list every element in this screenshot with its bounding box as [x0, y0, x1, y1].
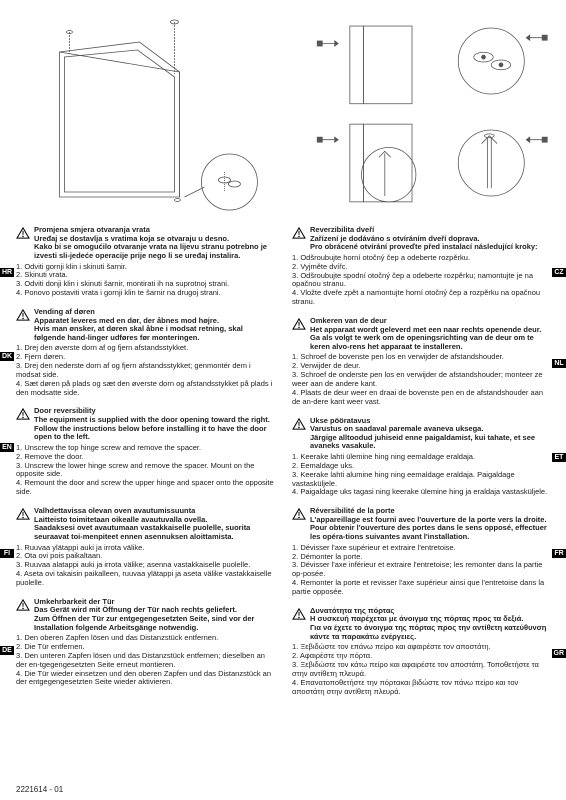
warning-header: Reverzibilita dveříZařízení je dodáváno … [292, 226, 550, 252]
warning-header: Vending af dørenApparatet leveres med en… [16, 308, 274, 343]
lang-block-gr: GRΔυνατότητα της πόρταςΗ συσκευή παρέχετ… [292, 607, 550, 697]
steps-list: 1. Drej den øverste dorn af og fjern afs… [16, 344, 274, 397]
instruction-columns: HRPromjena smjera otvaranja vrataUređaj … [16, 226, 550, 706]
main-diagram [16, 12, 303, 212]
step-item: 3. Den unteren Zapfen lösen und das Dist… [16, 652, 274, 670]
warning-header: Door reversibilityThe equipment is suppl… [16, 407, 274, 442]
warning-triangle-icon [16, 227, 30, 241]
warning-header: Umkehrbarkeit der TürDas Gerät wird mit … [16, 598, 274, 633]
warning-triangle-icon [292, 318, 306, 332]
header-text: Promjena smjera otvaranja vrataUređaj se… [34, 226, 274, 261]
lang-block-de: DEUmkehrbarkeit der TürDas Gerät wird mi… [16, 598, 274, 688]
steps-list: 1. Den oberen Zapfen lösen und das Dista… [16, 634, 274, 687]
diagram-area [16, 12, 550, 212]
warning-triangle-icon [292, 418, 306, 432]
step-item: 3. Keerake lahti alumine hing ning eemal… [292, 471, 550, 489]
warning-triangle-icon [16, 408, 30, 422]
steps-list: 1. Dévisser l'axe supérieur et extraire … [292, 544, 550, 597]
step-item: 3. Dévisser l'axe inférieur et extraire … [292, 561, 550, 579]
lang-block-nl: NLOmkeren van de deurHet apparaat wordt … [292, 317, 550, 407]
warning-header: Omkeren van de deurHet apparaat wordt ge… [292, 317, 550, 352]
steps-list: 1. Unscrew the top hinge screw and remov… [16, 444, 274, 497]
warning-header: Valhdettavissa olevan oven avautumissuun… [16, 507, 274, 542]
step-item: 4. Ponovo postaviti vrata i gornji klin … [16, 289, 274, 298]
header-text: Ukse pööratavusVarustus on saadaval pare… [310, 417, 550, 452]
header-text: Door reversibilityThe equipment is suppl… [34, 407, 274, 442]
step-item: 4. Επανατοποθετήστε την πόρτακαι βιδώστε… [292, 679, 550, 697]
footer-code: 2221614 - 01 [16, 785, 63, 794]
step-item: 3. Ξεβιδώστε τον κάτω πείρο και αφαιρέστ… [292, 661, 550, 679]
step-item: 4. Die Tür wieder einsetzen und den ober… [16, 670, 274, 688]
right-column: CZReverzibilita dveříZařízení je dodáván… [292, 226, 550, 706]
warning-header: Promjena smjera otvaranja vrataUređaj se… [16, 226, 274, 261]
header-text: Δυνατότητα της πόρταςΗ συσκευή παρέχεται… [310, 607, 550, 642]
lang-tag: NL [552, 359, 566, 368]
steps-list: 1. Odšroubujte horní otočný čep a odeber… [292, 254, 550, 307]
header-text: Réversibilité de la porteL'appareillage … [310, 507, 550, 542]
steps-list: 1. Ruuvaa ylätappi auki ja irrota välike… [16, 544, 274, 588]
step-item: 4. Vložte dveře zpět a namontujte horní … [292, 289, 550, 307]
lang-tag: GR [552, 649, 566, 658]
lang-tag: FR [552, 549, 566, 558]
warning-triangle-icon [16, 508, 30, 522]
steps-list: 1. Schroef de bovenste pen los en verwij… [292, 353, 550, 406]
lang-tag: HR [0, 268, 14, 277]
step-item: 3. Unscrew the lower hinge screw and rem… [16, 462, 274, 480]
warning-triangle-icon [16, 309, 30, 323]
header-text: Omkeren van de deurHet apparaat wordt ge… [310, 317, 550, 352]
warning-header: Δυνατότητα της πόρταςΗ συσκευή παρέχεται… [292, 607, 550, 642]
steps-list: 1. Keerake lahti ülemine hing ning eemal… [292, 453, 550, 497]
step-item: 4. Aseta ovi takaisin paikalleen, ruuvaa… [16, 570, 274, 588]
lang-block-en: ENDoor reversibilityThe equipment is sup… [16, 407, 274, 497]
step-item: 3. Drej den nederste dorn af og fjern af… [16, 362, 274, 380]
left-column: HRPromjena smjera otvaranja vrataUređaj … [16, 226, 274, 706]
step-item: 4. Remount the door and screw the upper … [16, 479, 274, 497]
step-item: 3. Schroef de onderste pen los en verwij… [292, 371, 550, 389]
lang-tag: DE [0, 646, 14, 655]
step-item: 4. Remonter la porte et revisser l'axe s… [292, 579, 550, 597]
lang-block-fi: FIValhdettavissa olevan oven avautumissu… [16, 507, 274, 588]
step-item: 4. Sæt døren på plads og sæt den øverste… [16, 380, 274, 398]
lang-block-hr: HRPromjena smjera otvaranja vrataUređaj … [16, 226, 274, 298]
lang-block-fr: FRRéversibilité de la porteL'appareillag… [292, 507, 550, 597]
step-item: 4. Paigaldage uks tagasi ning keerake ül… [292, 488, 550, 497]
lang-tag: CZ [552, 268, 566, 277]
lang-tag: FI [0, 549, 14, 558]
detail-diagrams [311, 12, 550, 212]
lang-tag: ET [552, 453, 566, 462]
lang-block-cz: CZReverzibilita dveříZařízení je dodáván… [292, 226, 550, 307]
lang-block-et: ETUkse pööratavusVarustus on saadaval pa… [292, 417, 550, 498]
warning-triangle-icon [292, 608, 306, 622]
step-item: 3. Odšroubujte spodní otočný čep a odebe… [292, 272, 550, 290]
warning-triangle-icon [292, 508, 306, 522]
steps-list: 1. Ξεβιδώστε τον επάνω πείρο και αφαιρέσ… [292, 643, 550, 696]
warning-triangle-icon [16, 599, 30, 613]
warning-header: Réversibilité de la porteL'appareillage … [292, 507, 550, 542]
header-text: Reverzibilita dveříZařízení je dodáváno … [310, 226, 538, 252]
lang-tag: EN [0, 443, 14, 452]
step-item: 4. Plaats de deur weer en draai de boven… [292, 389, 550, 407]
warning-header: Ukse pööratavusVarustus on saadaval pare… [292, 417, 550, 452]
header-text: Umkehrbarkeit der TürDas Gerät wird mit … [34, 598, 274, 633]
lang-tag: DK [0, 352, 14, 361]
header-text: Valhdettavissa olevan oven avautumissuun… [34, 507, 274, 542]
warning-triangle-icon [292, 227, 306, 241]
lang-block-dk: DKVending af dørenApparatet leveres med … [16, 308, 274, 398]
header-text: Vending af dørenApparatet leveres med en… [34, 308, 274, 343]
steps-list: 1. Odviti gornji klin i skinuti šarnir.2… [16, 263, 274, 298]
